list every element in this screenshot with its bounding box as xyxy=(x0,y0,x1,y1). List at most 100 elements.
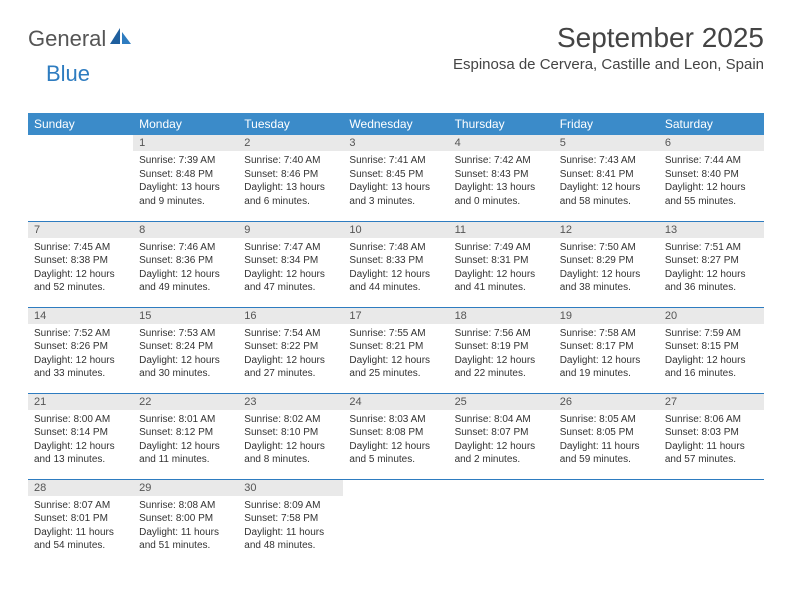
calendar-cell xyxy=(343,479,448,565)
calendar-cell: 19Sunrise: 7:58 AMSunset: 8:17 PMDayligh… xyxy=(554,307,659,393)
detail-line: Sunrise: 7:58 AM xyxy=(560,327,653,341)
detail-line: Sunrise: 7:49 AM xyxy=(455,241,548,255)
calendar-row: 28 Sunrise: 8:07 AMSunset: 8:01 PM Dayligh… xyxy=(28,479,764,565)
detail-line: Sunrise: 8:06 AM xyxy=(665,413,758,427)
detail-line: Sunset: 8:01 PM xyxy=(34,512,127,526)
calendar-cell: 3Sunrise: 7:41 AMSunset: 8:45 PMDaylight… xyxy=(343,135,448,221)
calendar-cell xyxy=(28,135,133,221)
calendar-cell: 27Sunrise: 8:06 AMSunset: 8:03 PMDayligh… xyxy=(659,393,764,479)
detail-line: Daylight: 13 hours and 9 minutes. xyxy=(139,181,232,208)
day-number: 18 xyxy=(449,308,554,324)
detail-line: Sunrise: 8:01 AM xyxy=(139,413,232,427)
calendar-cell: 15Sunrise: 7:53 AMSunset: 8:24 PMDayligh… xyxy=(133,307,238,393)
day-number: 13 xyxy=(659,222,764,238)
detail-line: Sunset: 7:58 PM xyxy=(244,512,337,526)
detail-line: Sunrise: 8:03 AM xyxy=(349,413,442,427)
calendar-cell: 16Sunrise: 7:54 AMSunset: 8:22 PMDayligh… xyxy=(238,307,343,393)
detail-line: Sunrise: 7:51 AM xyxy=(665,241,758,255)
detail-line: Daylight: 12 hours and 33 minutes. xyxy=(34,354,127,381)
detail-line: Daylight: 12 hours and 25 minutes. xyxy=(349,354,442,381)
detail-line: Daylight: 12 hours and 44 minutes. xyxy=(349,268,442,295)
calendar-cell xyxy=(554,479,659,565)
logo-sail-icon xyxy=(110,28,132,51)
day-number: 26 xyxy=(554,394,659,410)
detail-line: Daylight: 12 hours and 13 minutes. xyxy=(34,440,127,467)
day-details: Sunrise: 8:06 AMSunset: 8:03 PMDaylight:… xyxy=(659,410,764,471)
weekday-header: Wednesday xyxy=(343,113,448,135)
detail-line: Daylight: 12 hours and 55 minutes. xyxy=(665,181,758,208)
day-number: 22 xyxy=(133,394,238,410)
calendar-cell: 6Sunrise: 7:44 AMSunset: 8:40 PMDaylight… xyxy=(659,135,764,221)
day-number: 24 xyxy=(343,394,448,410)
detail-line: Daylight: 12 hours and 19 minutes. xyxy=(560,354,653,381)
day-number: 10 xyxy=(343,222,448,238)
day-number: 17 xyxy=(343,308,448,324)
day-details: Sunrise: 7:53 AMSunset: 8:24 PMDaylight:… xyxy=(133,324,238,385)
day-details: Sunrise: 8:09 AMSunset: 7:58 PMDaylight:… xyxy=(238,496,343,557)
detail-line: Daylight: 12 hours and 52 minutes. xyxy=(34,268,127,295)
day-number: 28 xyxy=(28,480,133,496)
calendar-cell: 28Sunrise: 8:07 AMSunset: 8:01 PMDayligh… xyxy=(28,479,133,565)
calendar-row: 7Sunrise: 7:45 AMSunset: 8:38 PMDaylight… xyxy=(28,221,764,307)
day-details: Sunrise: 7:41 AMSunset: 8:45 PMDaylight:… xyxy=(343,151,448,212)
detail-line: Sunset: 8:41 PM xyxy=(560,168,653,182)
calendar-cell: 25Sunrise: 8:04 AMSunset: 8:07 PMDayligh… xyxy=(449,393,554,479)
calendar-cell: 26Sunrise: 8:05 AMSunset: 8:05 PMDayligh… xyxy=(554,393,659,479)
detail-line: Sunset: 8:05 PM xyxy=(560,426,653,440)
day-number: 15 xyxy=(133,308,238,324)
detail-line: Sunset: 8:45 PM xyxy=(349,168,442,182)
day-number xyxy=(659,480,764,484)
day-number: 19 xyxy=(554,308,659,324)
calendar-cell: 8Sunrise: 7:46 AMSunset: 8:36 PMDaylight… xyxy=(133,221,238,307)
day-number xyxy=(28,135,133,139)
calendar-cell: 5Sunrise: 7:43 AMSunset: 8:41 PMDaylight… xyxy=(554,135,659,221)
logo-word-2: Blue xyxy=(46,61,90,86)
day-number: 1 xyxy=(133,135,238,151)
calendar-cell: 20Sunrise: 7:59 AMSunset: 8:15 PMDayligh… xyxy=(659,307,764,393)
day-details: Sunrise: 7:50 AMSunset: 8:29 PMDaylight:… xyxy=(554,238,659,299)
calendar-cell: 22Sunrise: 8:01 AMSunset: 8:12 PMDayligh… xyxy=(133,393,238,479)
day-details: Sunrise: 8:05 AMSunset: 8:05 PMDaylight:… xyxy=(554,410,659,471)
day-details: Sunrise: 8:03 AMSunset: 8:08 PMDaylight:… xyxy=(343,410,448,471)
detail-line: Sunrise: 8:07 AM xyxy=(34,499,127,513)
calendar-cell: 23Sunrise: 8:02 AMSunset: 8:10 PMDayligh… xyxy=(238,393,343,479)
calendar-cell: 4Sunrise: 7:42 AMSunset: 8:43 PMDaylight… xyxy=(449,135,554,221)
detail-line: Daylight: 12 hours and 58 minutes. xyxy=(560,181,653,208)
detail-line: Sunrise: 7:42 AM xyxy=(455,154,548,168)
calendar-cell: 17 Sunrise: 7:55 AMSunset: 8:21 PMDayligh… xyxy=(343,307,448,393)
day-number: 3 xyxy=(343,135,448,151)
detail-line: Sunrise: 7:39 AM xyxy=(139,154,232,168)
detail-line: Daylight: 13 hours and 0 minutes. xyxy=(455,181,548,208)
detail-line: Sunrise: 7:55 AM xyxy=(349,327,442,341)
day-details: Sunrise: 8:01 AMSunset: 8:12 PMDaylight:… xyxy=(133,410,238,471)
day-details: Sunrise: 7:59 AMSunset: 8:15 PMDaylight:… xyxy=(659,324,764,385)
day-number: 16 xyxy=(238,308,343,324)
day-details: Sunrise: 8:00 AMSunset: 8:14 PMDaylight:… xyxy=(28,410,133,471)
weekday-header: Tuesday xyxy=(238,113,343,135)
calendar-cell xyxy=(449,479,554,565)
detail-line: Sunset: 8:12 PM xyxy=(139,426,232,440)
detail-line: Daylight: 12 hours and 41 minutes. xyxy=(455,268,548,295)
calendar-cell: 1Sunrise: 7:39 AMSunset: 8:48 PMDaylight… xyxy=(133,135,238,221)
calendar-body: 1Sunrise: 7:39 AMSunset: 8:48 PMDaylight… xyxy=(28,135,764,565)
detail-line: Daylight: 11 hours and 51 minutes. xyxy=(139,526,232,553)
weekday-header-row: Sunday Monday Tuesday Wednesday Thursday… xyxy=(28,113,764,135)
calendar-row: 21Sunrise: 8:00 AMSunset: 8:14 PMDayligh… xyxy=(28,393,764,479)
detail-line: Daylight: 11 hours and 57 minutes. xyxy=(665,440,758,467)
day-number: 21 xyxy=(28,394,133,410)
calendar-row: 14Sunrise: 7:52 AMSunset: 8:26 PMDayligh… xyxy=(28,307,764,393)
detail-line: Sunrise: 7:43 AM xyxy=(560,154,653,168)
detail-line: Daylight: 12 hours and 16 minutes. xyxy=(665,354,758,381)
calendar-cell: 18Sunrise: 7:56 AMSunset: 8:19 PMDayligh… xyxy=(449,307,554,393)
calendar-cell xyxy=(659,479,764,565)
detail-line: Sunset: 8:07 PM xyxy=(455,426,548,440)
detail-line: Sunset: 8:21 PM xyxy=(349,340,442,354)
detail-line: Sunset: 8:34 PM xyxy=(244,254,337,268)
detail-line: Sunrise: 7:46 AM xyxy=(139,241,232,255)
detail-line: Daylight: 11 hours and 59 minutes. xyxy=(560,440,653,467)
day-details: Sunrise: 7:49 AMSunset: 8:31 PMDaylight:… xyxy=(449,238,554,299)
day-number: 4 xyxy=(449,135,554,151)
day-details: Sunrise: 7:44 AMSunset: 8:40 PMDaylight:… xyxy=(659,151,764,212)
calendar-cell: 21Sunrise: 8:00 AMSunset: 8:14 PMDayligh… xyxy=(28,393,133,479)
day-details: Sunrise: 7:39 AMSunset: 8:48 PMDaylight:… xyxy=(133,151,238,212)
